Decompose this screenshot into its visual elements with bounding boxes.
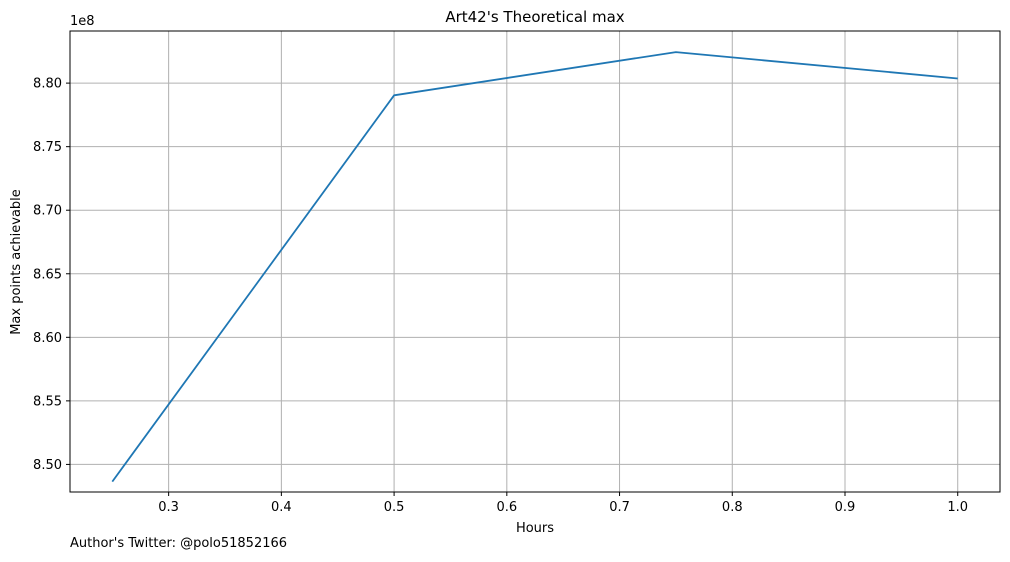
y-tick-label: 8.70 [33,204,62,219]
grid-layer [70,31,1000,492]
x-tick-label: 0.5 [384,500,405,515]
y-tick-label: 8.65 [33,267,62,282]
series-layer [111,51,958,483]
y-axis-label: Max points achievable [9,189,24,335]
y-offset-label: 1e8 [70,14,95,29]
y-tick-label: 8.50 [33,458,62,473]
author-twitter-note: Author's Twitter: @polo51852166 [70,536,288,551]
y-tick-label: 8.80 [33,77,62,92]
y-tick-label: 8.55 [33,394,62,409]
plot-frame [69,30,1001,493]
x-tick-label: 0.8 [722,500,743,515]
x-tick-label: 0.4 [271,500,292,515]
chart-title: Art42's Theoretical max [445,8,624,26]
x-tick-label: 1.0 [947,500,968,515]
x-tick-label: 0.7 [609,500,630,515]
x-axis-label: Hours [516,521,554,536]
series-line [111,51,958,483]
y-tick-label: 8.75 [33,140,62,155]
x-tick-label: 0.6 [496,500,517,515]
y-tick-label: 8.60 [33,331,62,346]
x-tick-label: 0.3 [158,500,179,515]
tick-layer: 0.3 0.4 0.5 0.6 0.7 0.8 0.9 1.0 8.50 8.55 8.60 8.65… [33,77,968,515]
x-tick-label: 0.9 [835,500,856,515]
